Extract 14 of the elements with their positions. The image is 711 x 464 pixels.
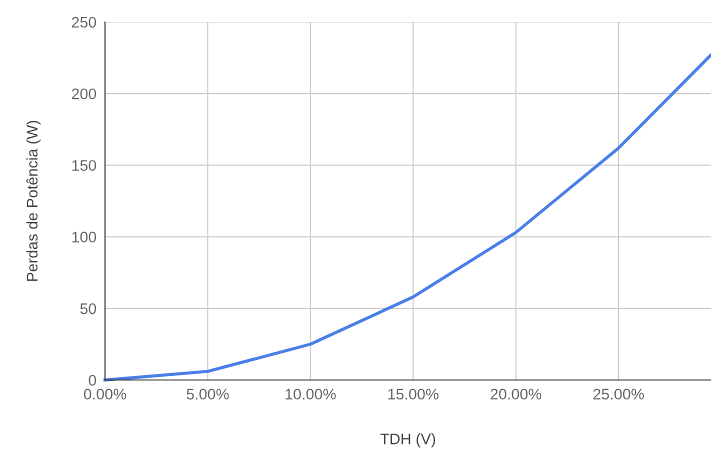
y-tick-label: 250	[72, 16, 96, 28]
y-axis-title: Perdas de Potência (W)	[26, 120, 41, 281]
y-tick-label: 100	[72, 232, 96, 242]
x-axis-title: TDH (V)	[380, 433, 436, 448]
x-tick-label: 20.00%	[490, 388, 542, 400]
x-tick-label: 10.00%	[286, 388, 336, 400]
x-tick-label: 25.00%	[593, 388, 644, 400]
y-tick-label: 50	[80, 303, 96, 314]
x-tick-label: 15.00%	[388, 388, 438, 400]
x-tick-label: 5.00%	[186, 388, 229, 400]
x-tick-label: 0.00%	[84, 388, 126, 400]
y-tick-label: 0	[88, 374, 96, 386]
y-tick-label: 150	[72, 160, 96, 171]
y-tick-label: 200	[72, 88, 96, 100]
